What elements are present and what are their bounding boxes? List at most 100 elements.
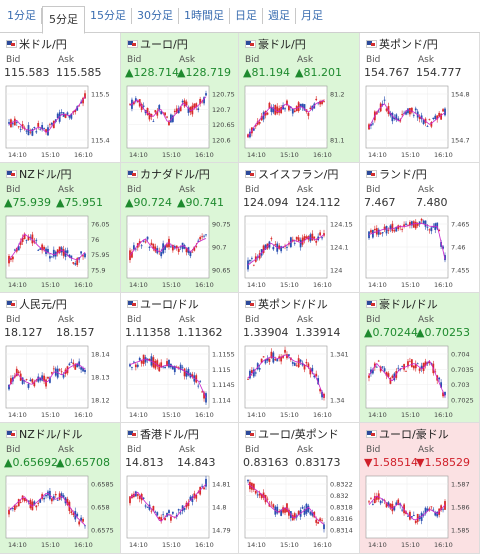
rate-panel[interactable]: NZドル/円 Bid Ask ▲75.939 ▲75.951 76.05 76 75.95 75… bbox=[0, 163, 121, 293]
rate-panel[interactable]: 豪ドル/円 Bid Ask ▲81.194 ▲81.201 81.2 81.1 14:10 15… bbox=[239, 33, 360, 163]
candle bbox=[440, 504, 443, 512]
pair-name[interactable]: 人民元/円 bbox=[19, 298, 67, 311]
candle bbox=[280, 245, 283, 254]
rate-panel[interactable]: ユーロ/英ポンド Bid Ask 0.83163 0.83173 0.8322 0.832 0… bbox=[239, 423, 360, 554]
rate-panel[interactable]: ランド/円 Bid Ask 7.467 7.480 7.465 7.46 7.455 14:10… bbox=[360, 163, 480, 293]
rate-panel[interactable]: 英ポンド/ドル Bid Ask 1.33904 1.33914 1.341 1.34 14:1… bbox=[239, 293, 360, 423]
candle bbox=[84, 525, 86, 529]
pair-name[interactable]: 豪ドル/ドル bbox=[379, 298, 438, 311]
candle bbox=[183, 98, 186, 109]
rate-panel[interactable]: ユーロ/円 Bid Ask ▲128.714 ▲128.719 120.75 120.7 12… bbox=[121, 33, 239, 163]
pair-name[interactable]: 英ポンド/円 bbox=[379, 38, 438, 51]
pair-name[interactable]: ユーロ/豪ドル bbox=[379, 428, 449, 441]
ask-value: 154.777 bbox=[416, 66, 462, 79]
candle bbox=[82, 517, 84, 523]
candle bbox=[11, 120, 14, 128]
candle bbox=[82, 96, 84, 107]
pair-title[interactable]: ランド/円 bbox=[366, 166, 427, 182]
rate-panel[interactable]: 香港ドル/円 Bid Ask 14.813 14.843 14.81 14.8 14.79 14… bbox=[121, 423, 239, 554]
candle bbox=[266, 111, 269, 116]
moving-average-line bbox=[247, 354, 325, 398]
ask-value: 0.83173 bbox=[295, 456, 341, 469]
bid-value: 0.83163 bbox=[243, 456, 289, 469]
pair-title[interactable]: 豪ドル/円 bbox=[245, 36, 306, 52]
timeframe-tabs: 1分足 5分足 15分足 30分足 1時間足 日足 週足 月足 bbox=[0, 0, 480, 34]
pair-name[interactable]: ユーロ/ドル bbox=[140, 298, 199, 311]
candle bbox=[389, 377, 392, 385]
tab-4[interactable]: 1時間足 bbox=[179, 8, 230, 24]
pair-name[interactable]: 英ポンド/ドル bbox=[258, 298, 328, 311]
x-tick-label: 14:10 bbox=[129, 151, 148, 159]
candle bbox=[41, 492, 44, 501]
rate-panel[interactable]: 人民元/円 Bid Ask 18.127 18.157 18.14 18.13 18.12 14… bbox=[0, 293, 121, 423]
pair-name[interactable]: NZドル/ドル bbox=[19, 428, 83, 441]
pair-title[interactable]: 人民元/円 bbox=[6, 296, 67, 312]
rate-panel[interactable]: カナダドル/円 Bid Ask ▲90.724 ▲90.741 90.75 90.7 90.6… bbox=[121, 163, 239, 293]
x-tick-label: 14:10 bbox=[368, 411, 387, 419]
pair-title[interactable]: ユーロ/英ポンド bbox=[245, 426, 339, 442]
rate-panel[interactable]: スイスフラン/円 Bid Ask 124.094 124.112 124.15 124.1 1… bbox=[239, 163, 360, 293]
candle bbox=[258, 490, 261, 499]
candle bbox=[262, 110, 265, 123]
candle bbox=[205, 391, 207, 405]
pair-title[interactable]: スイスフラン/円 bbox=[245, 166, 338, 182]
pair-name[interactable]: ユーロ/英ポンド bbox=[258, 428, 339, 441]
candle bbox=[170, 113, 172, 123]
tab-3[interactable]: 30分足 bbox=[132, 8, 179, 24]
candle bbox=[420, 217, 423, 224]
pair-title[interactable]: 米ドル/円 bbox=[6, 36, 67, 52]
pair-name[interactable]: NZドル/円 bbox=[19, 168, 72, 181]
tab-6[interactable]: 週足 bbox=[263, 8, 296, 24]
candle bbox=[142, 240, 145, 243]
tab-1[interactable]: 5分足 bbox=[42, 5, 85, 34]
candle bbox=[395, 500, 398, 506]
candle bbox=[21, 377, 24, 386]
moving-average-line bbox=[8, 492, 86, 526]
tab-5[interactable]: 日足 bbox=[230, 8, 263, 24]
y-tick-label: 81.2 bbox=[330, 91, 344, 99]
pair-title[interactable]: ユーロ/ドル bbox=[127, 296, 199, 312]
pair-title[interactable]: 英ポンド/円 bbox=[366, 36, 438, 52]
pair-title[interactable]: NZドル/円 bbox=[6, 166, 71, 182]
rate-panel[interactable]: NZドル/ドル Bid Ask ▲0.65692 ▲0.65708 0.6585 0.658… bbox=[0, 423, 121, 554]
pair-title[interactable]: 香港ドル/円 bbox=[127, 426, 199, 442]
tab-0[interactable]: 1分足 bbox=[2, 8, 42, 24]
pair-title[interactable]: カナダドル/円 bbox=[127, 166, 210, 182]
bid-label: Bid bbox=[245, 445, 260, 455]
candle bbox=[183, 367, 186, 380]
y-tick-label: 154.8 bbox=[451, 91, 470, 99]
pair-name[interactable]: 豪ドル/円 bbox=[258, 38, 306, 51]
candle bbox=[393, 227, 396, 233]
candle bbox=[247, 479, 249, 484]
pair-title[interactable]: ユーロ/円 bbox=[127, 36, 188, 52]
candle bbox=[252, 483, 255, 492]
rate-panel[interactable]: 英ポンド/円 Bid Ask 154.767 154.777 154.8 154.7 14:1… bbox=[360, 33, 480, 163]
pair-name[interactable]: ユーロ/円 bbox=[140, 38, 188, 51]
pair-name[interactable]: 米ドル/円 bbox=[19, 38, 67, 51]
y-tick-label: 76 bbox=[91, 236, 99, 244]
pair-title[interactable]: NZドル/ドル bbox=[6, 426, 82, 442]
candle bbox=[150, 508, 153, 514]
moving-average-line bbox=[247, 234, 325, 266]
tab-7[interactable]: 月足 bbox=[301, 9, 323, 22]
candle bbox=[189, 494, 192, 501]
pair-title[interactable]: ユーロ/豪ドル bbox=[366, 426, 449, 442]
tab-2[interactable]: 15分足 bbox=[85, 8, 132, 24]
pair-title[interactable]: 豪ドル/ドル bbox=[366, 296, 438, 312]
candle bbox=[148, 111, 151, 122]
rate-panel[interactable]: ユーロ/豪ドル Bid Ask ▼1.58514 ▼1.58529 1.587 1.586 1… bbox=[360, 423, 480, 554]
rate-panel[interactable]: 米ドル/円 Bid Ask 115.583 115.585 115.5 115.4 14:10… bbox=[0, 33, 121, 163]
candle bbox=[136, 362, 139, 369]
pair-name[interactable]: カナダドル/円 bbox=[140, 168, 210, 181]
candle bbox=[379, 499, 382, 506]
rate-panel[interactable]: ユーロ/ドル Bid Ask 1.11358 1.11362 1.1155 1.115 1.1… bbox=[121, 293, 239, 423]
candle bbox=[62, 245, 65, 259]
pair-name[interactable]: 香港ドル/円 bbox=[140, 428, 199, 441]
pair-name[interactable]: ランド/円 bbox=[379, 168, 427, 181]
rate-panel[interactable]: 豪ドル/ドル Bid Ask ▲0.70244 ▲0.70253 0.704 0.7035 0… bbox=[360, 293, 480, 423]
candle bbox=[418, 367, 421, 374]
pair-title[interactable]: 英ポンド/ドル bbox=[245, 296, 328, 312]
candle bbox=[381, 365, 384, 369]
pair-name[interactable]: スイスフラン/円 bbox=[258, 168, 339, 181]
x-tick-label: 16:10 bbox=[313, 281, 332, 289]
